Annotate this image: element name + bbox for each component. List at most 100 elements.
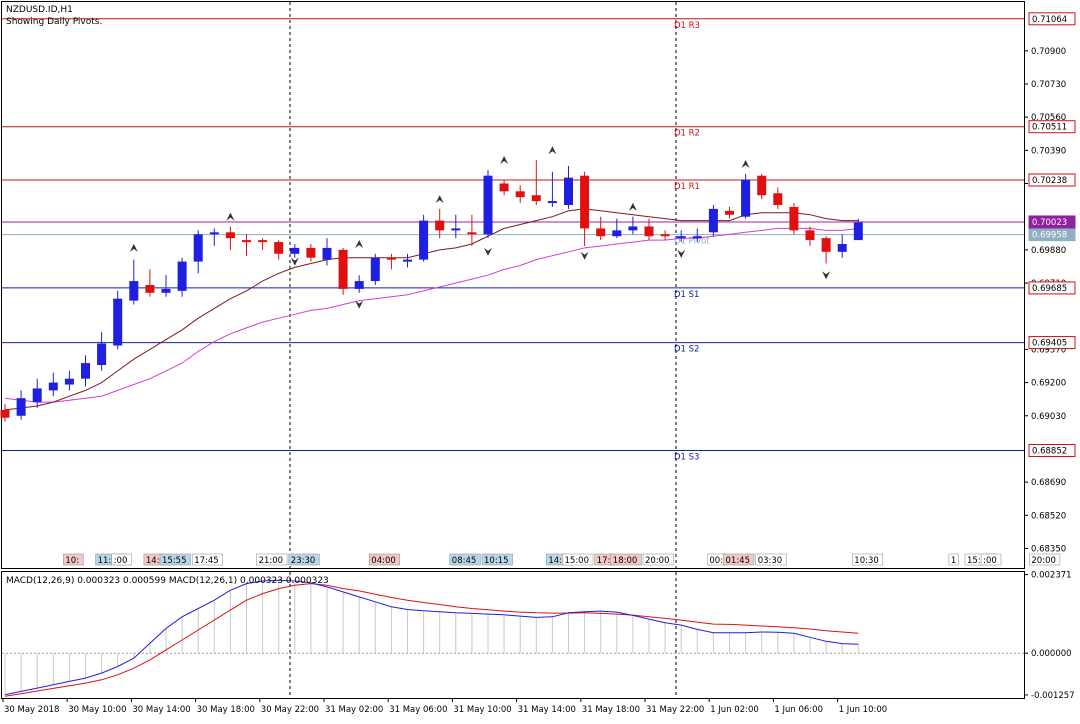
candle-body bbox=[306, 247, 316, 258]
time-axis-label: 31 May 22:00 bbox=[646, 705, 704, 715]
pivot-label: D1 S2 bbox=[674, 345, 699, 355]
time-tag-bg bbox=[369, 553, 401, 566]
time-tag-bg bbox=[980, 553, 1002, 566]
candle-body bbox=[16, 398, 26, 416]
time-tag: 08:45 bbox=[452, 556, 477, 566]
time-axis-label: 30 May 22:00 bbox=[261, 705, 319, 715]
price-tick-label: 0.69200 bbox=[1031, 379, 1066, 389]
candle-body bbox=[209, 232, 219, 235]
candle-body bbox=[660, 234, 670, 237]
time-tag-bg bbox=[852, 553, 884, 566]
candle-body bbox=[177, 261, 187, 291]
macd-tick-label: -0.001257 bbox=[1031, 691, 1075, 701]
fractal-up-icon bbox=[435, 195, 444, 204]
candle-body bbox=[338, 249, 348, 289]
fractal-up-icon bbox=[741, 159, 750, 168]
candle-body bbox=[81, 363, 90, 379]
time-tag-bg bbox=[642, 553, 674, 566]
candle-body bbox=[419, 220, 429, 260]
price-tick-label: 0.70560 bbox=[1031, 113, 1066, 123]
pivot-label: D1 Pivot bbox=[674, 237, 710, 247]
candle-body bbox=[435, 220, 445, 231]
candle-body bbox=[805, 230, 815, 241]
macd-pane[interactable] bbox=[2, 572, 1024, 698]
time-tag-bg bbox=[111, 553, 132, 566]
time-tag-bg bbox=[159, 553, 191, 566]
time-tag: 15:00 bbox=[565, 556, 590, 566]
time-tag-bg bbox=[191, 553, 223, 566]
price-tick-label: 0.69030 bbox=[1031, 412, 1066, 422]
fractal-up-icon bbox=[628, 202, 637, 211]
price-tick-label: 0.69370 bbox=[1031, 345, 1066, 355]
time-tag-bg bbox=[1029, 553, 1061, 566]
support-tag-bg bbox=[1028, 336, 1076, 350]
candle-body bbox=[467, 232, 477, 235]
pivot-label: D1 R2 bbox=[674, 129, 700, 139]
price-tick-label: 0.69880 bbox=[1031, 246, 1066, 256]
time-tag: 17:45 bbox=[194, 556, 219, 566]
candle-body bbox=[628, 226, 638, 231]
time-tag-bg bbox=[723, 553, 755, 566]
macd-signal-line bbox=[4, 583, 859, 697]
time-tag: 20:00 bbox=[1031, 556, 1056, 566]
time-tag: 10:30 bbox=[854, 556, 879, 566]
fractal-up-icon bbox=[226, 212, 235, 221]
time-tag: :00 bbox=[983, 556, 997, 566]
time-tag: 10:15 bbox=[484, 556, 509, 566]
candle-body bbox=[48, 382, 58, 391]
time-tag: 01:45 bbox=[726, 556, 751, 566]
price-pane-frame bbox=[1, 1, 1025, 569]
candle-body bbox=[531, 195, 541, 202]
time-tag: 14: bbox=[548, 556, 562, 566]
time-tag-bg bbox=[63, 553, 84, 566]
time-tag-bg bbox=[948, 553, 959, 566]
candle-body bbox=[322, 247, 332, 260]
pivot-label: D1 R3 bbox=[674, 21, 700, 31]
candle-body bbox=[789, 206, 799, 231]
time-axis-label: 31 May 14:00 bbox=[518, 705, 576, 715]
candle-body bbox=[451, 228, 461, 231]
candle-body bbox=[499, 183, 509, 192]
candle-body bbox=[564, 177, 573, 205]
fractal-up-icon bbox=[548, 146, 557, 155]
symbol-title: NZDUSD.ID,H1 bbox=[6, 5, 73, 15]
fractal-down-icon bbox=[484, 247, 492, 256]
candle-body bbox=[242, 240, 251, 243]
support-tag: 0.69405 bbox=[1032, 339, 1067, 349]
time-tag-bg bbox=[256, 553, 288, 566]
time-tag-bg bbox=[481, 553, 513, 566]
time-tag: 10: bbox=[65, 556, 79, 566]
support-tag: 0.68852 bbox=[1032, 447, 1067, 457]
price-tick-label: 0.68350 bbox=[1031, 544, 1066, 554]
time-tag: 11:00 bbox=[98, 556, 123, 566]
current-price-tag: 0.70023 bbox=[1032, 218, 1067, 228]
fractal-down-icon bbox=[290, 257, 299, 266]
time-tag: 17: bbox=[597, 556, 611, 566]
time-tag-bg bbox=[288, 553, 320, 566]
time-axis-label: 31 May 02:00 bbox=[325, 705, 383, 715]
candle-body bbox=[547, 201, 557, 204]
candle-body bbox=[225, 232, 235, 239]
current-price-tag-bg bbox=[1028, 215, 1076, 229]
pivot-tag-bg bbox=[1028, 228, 1076, 242]
time-axis-label: 30 May 10:00 bbox=[68, 705, 126, 715]
price-tick-label: 0.70900 bbox=[1031, 47, 1066, 57]
candle-body bbox=[580, 175, 590, 229]
price-tick-label: 0.70730 bbox=[1031, 80, 1066, 90]
candle-body bbox=[113, 298, 123, 346]
macd-title: MACD(12,26,9) 0.000323 0.000599 MACD(12,… bbox=[6, 576, 329, 586]
time-axis-label: 31 May 18:00 bbox=[582, 705, 640, 715]
candle-body bbox=[161, 288, 171, 293]
macd-tick-label: 0.000000 bbox=[1031, 649, 1072, 659]
candle-body bbox=[821, 238, 831, 252]
pivots-subtitle: Showing Daily Pivots. bbox=[6, 17, 102, 27]
price-tick-label: 0.70390 bbox=[1031, 146, 1066, 156]
candle-body bbox=[676, 236, 686, 239]
time-tag: 04:00 bbox=[371, 556, 396, 566]
resistance-tag-bg bbox=[1028, 120, 1076, 134]
candle-body bbox=[708, 208, 718, 233]
candle-body bbox=[97, 343, 107, 366]
